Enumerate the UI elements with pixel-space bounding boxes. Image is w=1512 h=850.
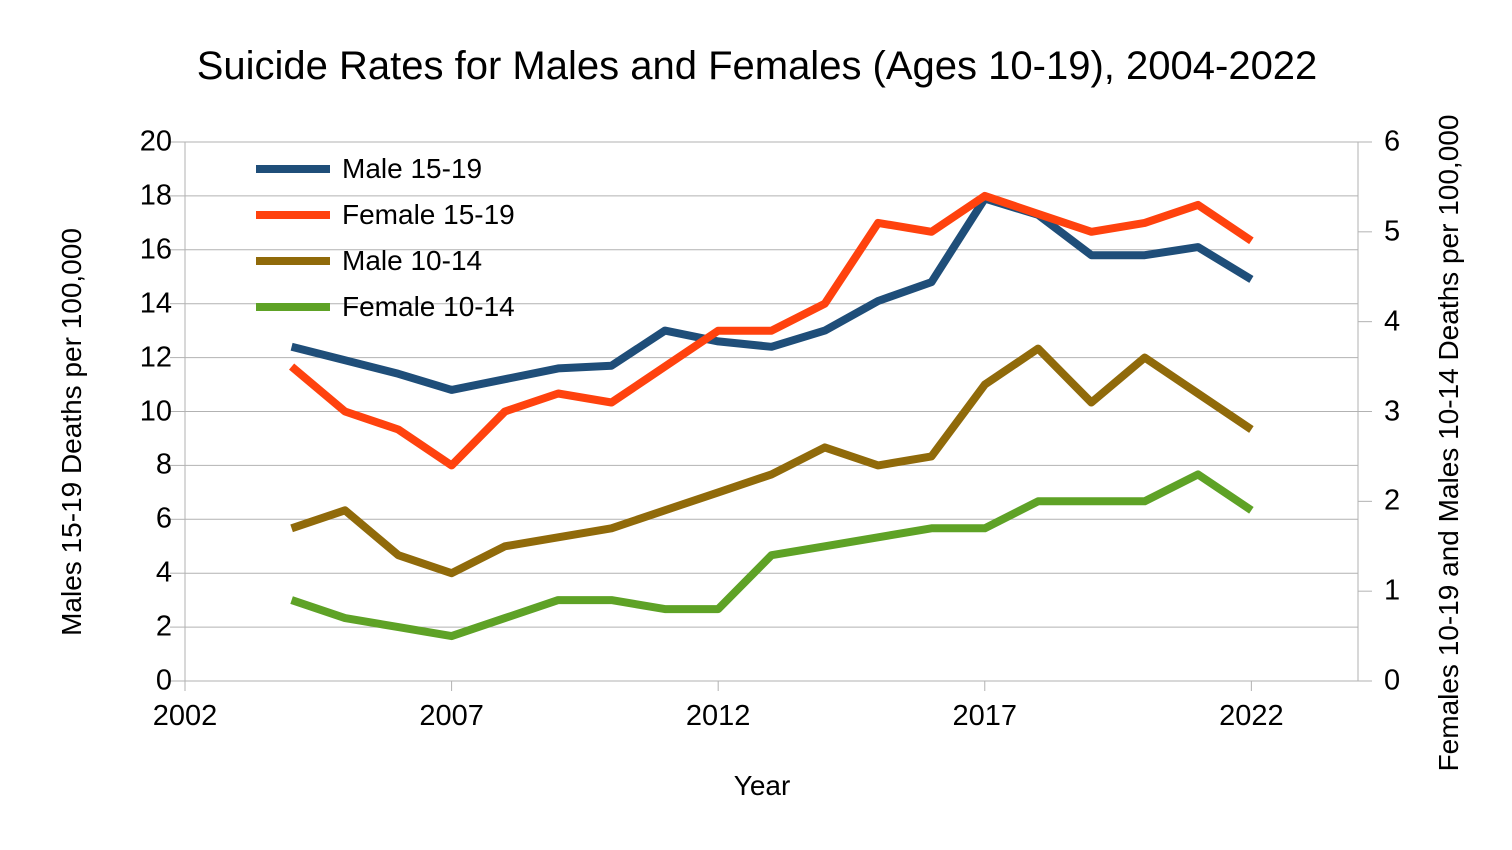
- series-line-female-10-14: [290, 470, 1254, 641]
- chart-title: Suicide Rates for Males and Females (Age…: [196, 44, 1318, 88]
- x-axis-tick-label: 2007: [419, 700, 484, 732]
- left-axis-tick-label: 2: [155, 610, 172, 643]
- left-axis-tick-label: 4: [155, 556, 172, 589]
- left-axis-tick-label: 20: [139, 125, 172, 158]
- legend-label-male-15-19: Male 15-19: [342, 153, 483, 184]
- x-axis-tick-label: 2017: [952, 700, 1018, 732]
- legend-item-male-15-19: Male 15-19: [256, 146, 515, 192]
- right-axis-tick-label: 5: [1384, 215, 1401, 248]
- left-axis-title: Males 15-19 Deaths per 100,000: [56, 228, 87, 636]
- left-axis-tick-label: 14: [139, 287, 172, 320]
- right-axis-tick-label: 4: [1384, 305, 1401, 338]
- left-axis-tick-label: 16: [139, 233, 172, 266]
- legend-item-female-15-19: Female 15-19: [256, 192, 515, 238]
- x-axis-title: Year: [733, 770, 791, 801]
- legend-item-female-10-14: Female 10-14: [256, 284, 515, 330]
- left-axis-tick-label: 0: [155, 664, 172, 697]
- x-axis-tick-label: 2002: [152, 700, 218, 732]
- legend-swatch-female-15-19: [256, 211, 330, 219]
- series-line-male-15-19: [290, 194, 1254, 394]
- left-axis-tick-label: 12: [139, 341, 172, 374]
- series-line-male-10-14: [290, 344, 1254, 578]
- right-axis-tick-label: 2: [1384, 484, 1401, 517]
- legend-swatch-male-15-19: [256, 165, 330, 173]
- legend: Male 15-19 Female 15-19 Male 10-14 Femal…: [256, 146, 515, 330]
- legend-label-male-10-14: Male 10-14: [342, 245, 483, 276]
- left-axis-tick-label: 6: [155, 502, 172, 535]
- left-axis-tick-label: 10: [139, 395, 172, 427]
- right-axis-tick-label: 3: [1384, 395, 1401, 427]
- series-line-female-15-19: [289, 191, 1254, 470]
- legend-swatch-female-10-14: [256, 303, 330, 311]
- legend-label-female-10-14: Female 10-14: [342, 291, 515, 322]
- x-axis-tick-label: 2022: [1219, 700, 1284, 732]
- legend-label-female-15-19: Female 15-19: [342, 199, 515, 230]
- right-axis-tick-label: 6: [1384, 125, 1401, 158]
- x-axis-tick-label: 2012: [685, 700, 751, 732]
- right-axis-tick-label: 0: [1384, 664, 1401, 697]
- left-axis-tick-label: 18: [139, 179, 172, 212]
- legend-swatch-male-10-14: [256, 257, 330, 265]
- legend-item-male-10-14: Male 10-14: [256, 238, 515, 284]
- left-axis-tick-label: 8: [155, 448, 172, 481]
- right-axis-tick-label: 1: [1384, 574, 1401, 607]
- right-axis-title: Females 10-19 and Males 10-14 Deaths per…: [1433, 114, 1464, 772]
